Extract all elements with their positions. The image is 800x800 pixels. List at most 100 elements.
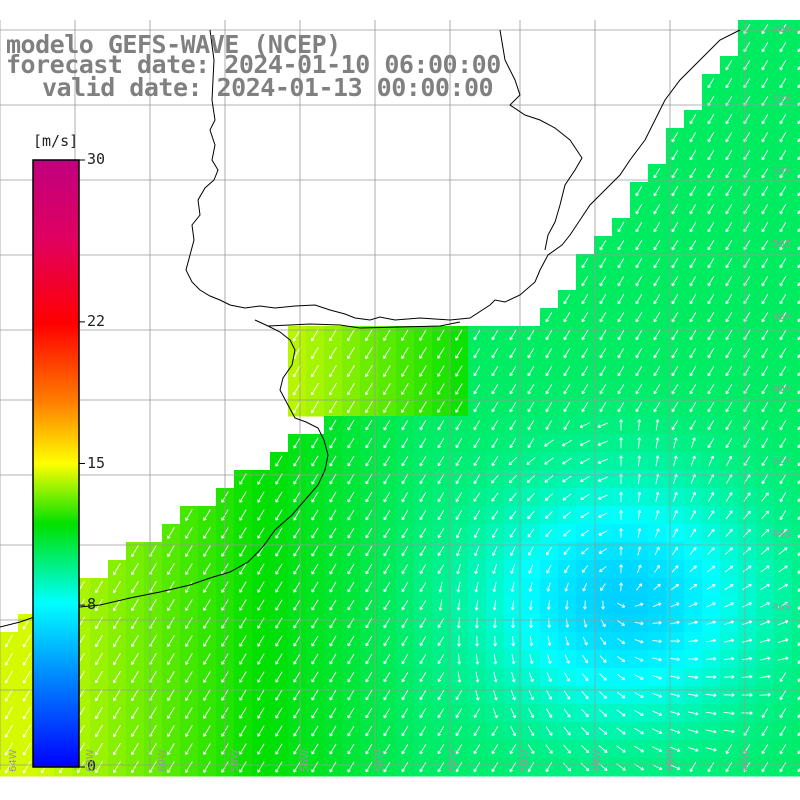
- wind-arrow: [725, 492, 733, 502]
- wind-arrow: [419, 401, 427, 413]
- wind-arrow: [670, 639, 680, 643]
- wind-arrow: [167, 707, 175, 720]
- wind-arrow: [741, 656, 753, 661]
- wind-arrow: [491, 383, 499, 395]
- wind-arrow: [689, 221, 697, 233]
- wind-arrow: [635, 401, 643, 413]
- wind-arrow: [491, 437, 499, 449]
- wind-arrow: [22, 634, 32, 648]
- latitude-label: 44S: [772, 529, 792, 540]
- wind-arrow: [707, 257, 715, 269]
- wind-arrow: [365, 761, 373, 773]
- wind-arrow: [437, 329, 445, 341]
- wind-arrow: [113, 760, 121, 774]
- wind-arrow: [619, 564, 623, 574]
- wind-arrow: [635, 185, 643, 197]
- wind-arrow: [635, 347, 643, 359]
- wind-arrow: [185, 689, 193, 701]
- wind-arrow: [707, 113, 715, 125]
- wind-arrow: [437, 654, 445, 665]
- wind-arrow: [419, 761, 427, 773]
- wind-arrow: [673, 455, 678, 467]
- wind-arrow: [456, 545, 462, 557]
- wind-arrow: [742, 565, 752, 573]
- wind-arrow: [22, 724, 32, 738]
- wind-arrow: [673, 437, 678, 449]
- wind-arrow: [185, 743, 193, 755]
- wind-arrow: [725, 131, 733, 143]
- colorbar: [32, 159, 85, 768]
- wind-arrow: [778, 565, 788, 573]
- wind-arrow: [365, 527, 373, 539]
- wind-arrow: [347, 365, 355, 378]
- wind-arrow: [437, 636, 445, 647]
- wind-arrow: [347, 509, 355, 521]
- wind-arrow: [616, 709, 626, 717]
- wind-arrow: [311, 707, 319, 719]
- wind-arrow: [761, 293, 769, 305]
- longitude-label: 58W: [230, 749, 241, 772]
- wind-arrow: [491, 761, 499, 773]
- wind-arrow: [707, 329, 715, 341]
- longitude-label: 54W: [375, 749, 386, 772]
- wind-arrow: [724, 565, 734, 573]
- wind-arrow: [545, 365, 553, 377]
- wind-arrow: [635, 329, 643, 341]
- wind-arrow: [581, 347, 589, 359]
- wind-arrow: [688, 675, 699, 680]
- wind-arrow: [419, 600, 427, 611]
- wind-arrow: [689, 528, 697, 538]
- forecast-date-label: forecast date: 2024-01-10 06:00:00: [6, 50, 501, 79]
- wind-cell: [792, 722, 800, 741]
- wind-arrow: [690, 491, 696, 502]
- wind-arrow: [185, 581, 193, 593]
- wind-arrow: [653, 167, 661, 179]
- longitude-label: 64W: [8, 749, 19, 772]
- wind-arrow: [637, 419, 642, 431]
- wind-arrow: [347, 563, 355, 575]
- wind-arrow: [203, 545, 211, 557]
- wind-arrow: [383, 725, 391, 737]
- wind-arrow: [347, 455, 355, 467]
- wind-arrow: [708, 492, 715, 502]
- wind-arrow: [761, 492, 769, 502]
- wind-arrow: [311, 437, 319, 449]
- wind-arrow: [689, 365, 697, 377]
- wind-arrow: [275, 545, 283, 557]
- wind-arrow: [131, 581, 139, 594]
- wind-arrow: [689, 329, 697, 341]
- wind-arrow: [365, 473, 373, 485]
- wind-arrow: [617, 401, 625, 413]
- wind-arrow: [239, 707, 247, 719]
- wind-arrow: [779, 311, 787, 323]
- latitude-label: 36S: [772, 239, 792, 250]
- wind-arrow: [579, 422, 591, 429]
- wind-arrow: [761, 510, 770, 520]
- wind-arrow: [329, 599, 337, 611]
- wind-arrow: [689, 113, 697, 125]
- wind-arrow: [401, 455, 409, 467]
- wind-arrow: [688, 602, 698, 608]
- wind-arrow: [743, 761, 751, 773]
- wind-arrow: [167, 689, 175, 702]
- wind-arrow: [725, 275, 733, 287]
- wind-arrow: [725, 528, 733, 538]
- colorbar-tick-label: 30: [87, 150, 106, 168]
- wind-arrow: [671, 401, 679, 413]
- wind-arrow: [761, 23, 769, 35]
- wind-arrow: [545, 511, 553, 520]
- wind-arrow: [455, 492, 463, 503]
- coastline: [0, 29, 741, 628]
- wind-arrow: [185, 635, 193, 647]
- wind-arrow: [617, 620, 625, 626]
- wind-arrow: [365, 689, 373, 701]
- wind-arrow: [561, 439, 572, 447]
- wind-arrow: [311, 473, 319, 485]
- wind-arrow: [437, 761, 445, 773]
- wind-arrow: [22, 652, 32, 666]
- wind-arrow: [113, 580, 121, 594]
- wind-arrow: [617, 383, 625, 395]
- wind-arrow: [257, 689, 265, 701]
- wind-arrow: [797, 677, 800, 683]
- wind-arrow: [365, 383, 373, 396]
